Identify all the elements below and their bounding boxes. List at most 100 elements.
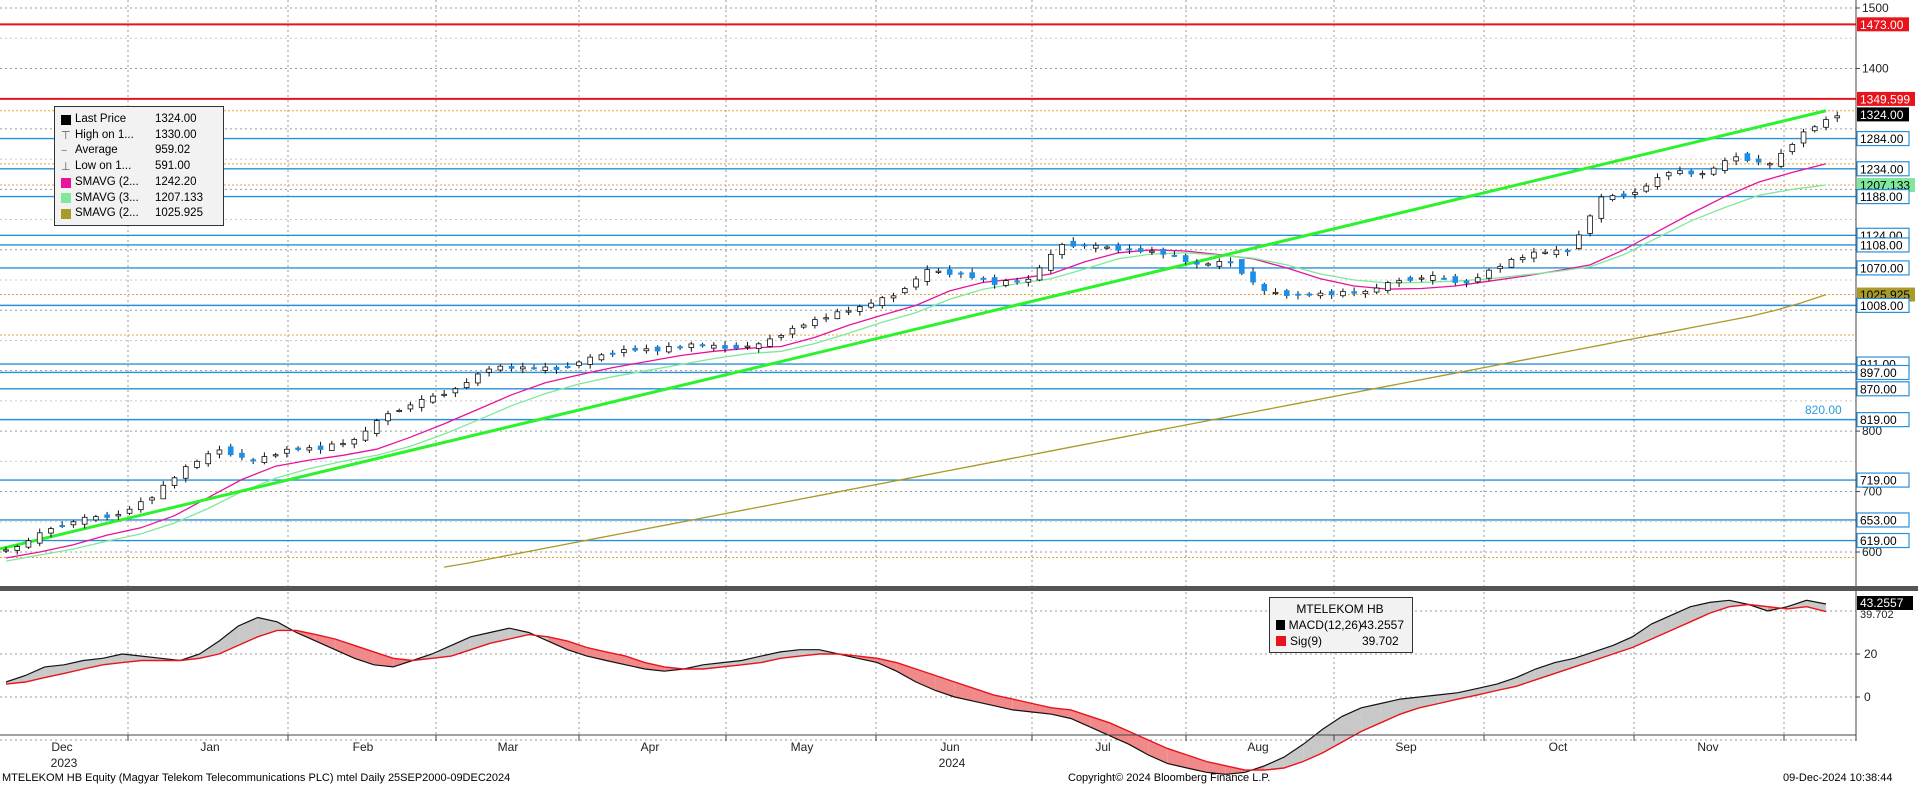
macd-fill-positive xyxy=(1632,623,1652,648)
price-tag-label: 1188.00 xyxy=(1860,190,1903,204)
footer-ticker-info: MTELEKOM HB Equity (Magyar Telekom Telec… xyxy=(2,772,511,784)
candle-up xyxy=(1699,173,1706,176)
price-legend[interactable]: Last Price 1324.00 ⊤ High on 1... 1330.00 − Av… xyxy=(54,106,224,226)
macd-fill-negative xyxy=(1206,761,1226,775)
price-tag-box xyxy=(1856,381,1910,397)
macd-fill-positive xyxy=(102,654,123,665)
candle-up xyxy=(1205,263,1211,266)
candle-up xyxy=(710,344,717,349)
legend-value: 1025.925 xyxy=(155,207,203,220)
macd-fill-negative xyxy=(567,641,587,657)
legend-row: SMAVG (2... 1242.20 xyxy=(61,175,217,191)
candle-down xyxy=(1261,284,1268,292)
candle-up xyxy=(3,549,9,552)
candle-up xyxy=(542,366,549,371)
pane-divider-bar xyxy=(0,586,1918,591)
candle-up xyxy=(1508,259,1515,268)
macd-line xyxy=(5,599,1827,776)
macd-fill-positive xyxy=(1574,651,1594,667)
macd-fill-positive xyxy=(1303,729,1323,762)
year-label: 2024 xyxy=(939,756,966,770)
price-tag-box xyxy=(1857,17,1909,32)
candle-up xyxy=(913,278,919,288)
candle-down xyxy=(733,344,740,349)
candle-down xyxy=(722,345,728,349)
candle-down xyxy=(1620,193,1627,197)
legend-name: Last Price xyxy=(75,113,127,125)
candle-up xyxy=(879,297,886,306)
macd-legend-name: Sig(9) xyxy=(1290,634,1323,648)
price-tag-label: 1324.00 xyxy=(1860,108,1904,122)
macd-legend-swatch xyxy=(1276,620,1285,630)
price-tag-label: 819.00 xyxy=(1860,413,1897,427)
month-label: Jul xyxy=(1095,740,1110,754)
year-label: 2023 xyxy=(51,756,78,770)
month-label: Jun xyxy=(940,740,959,754)
candle-down xyxy=(632,347,638,351)
candle-up xyxy=(70,521,77,526)
candle-up xyxy=(857,306,863,312)
candle-up xyxy=(868,302,874,308)
month-label: Aug xyxy=(1247,740,1268,754)
candle-up xyxy=(800,324,807,328)
macd-legend-value: 43.2557 xyxy=(1360,618,1404,632)
candle-down xyxy=(1463,280,1470,284)
candle-down xyxy=(1239,259,1245,274)
price-tag: 1473.00 xyxy=(1857,17,1909,32)
candle-up xyxy=(1025,278,1032,283)
candle-down xyxy=(946,269,953,275)
candle-up xyxy=(1149,250,1155,253)
candle-up xyxy=(497,365,504,371)
legend-row: SMAVG (3... 1207.133 xyxy=(61,191,217,207)
macd-legend[interactable]: MTELEKOM HB MACD(12,26) 43.2557 Sig(9) 39.7… xyxy=(1269,597,1413,653)
candle-down xyxy=(295,447,301,450)
candle-up xyxy=(373,420,380,434)
macd-fill-negative xyxy=(1109,722,1129,745)
candle-up xyxy=(205,453,212,465)
macd-fill-positive xyxy=(1516,669,1536,687)
candle-up xyxy=(1643,185,1650,192)
legend-value: 1242.20 xyxy=(155,175,197,188)
price-tag: 619.00 xyxy=(1856,532,1910,549)
price-tag: 1234.00 xyxy=(1856,161,1910,177)
candle-up xyxy=(890,295,897,299)
candle-up xyxy=(441,393,447,396)
candle-down xyxy=(1744,153,1751,161)
candle-up xyxy=(924,269,931,282)
price-tick-label: 700 xyxy=(1862,485,1882,499)
legend-row: Last Price 1324.00 xyxy=(61,112,217,128)
candle-up xyxy=(272,454,279,457)
macd-fill-positive xyxy=(1651,615,1672,639)
candle-down xyxy=(609,352,616,355)
candle-up xyxy=(1216,261,1223,267)
macd-fill-negative xyxy=(1032,703,1052,715)
candle-up xyxy=(81,516,88,525)
candle-up xyxy=(1272,291,1279,294)
candle-up xyxy=(1048,253,1054,271)
candle-down xyxy=(59,525,65,528)
price-tick-label: 800 xyxy=(1862,424,1882,438)
candle-up xyxy=(452,388,459,394)
price-tag: 870.00 xyxy=(1856,381,1910,397)
macd-legend-name: MACD(12,26) xyxy=(1288,618,1362,632)
candle-up xyxy=(284,448,290,454)
candle-down xyxy=(531,367,537,370)
candle-up xyxy=(1553,249,1560,256)
macd-fill-positive xyxy=(799,649,820,657)
month-label: Apr xyxy=(641,740,660,754)
candle-up xyxy=(329,443,335,451)
macd-fill-positive xyxy=(257,617,278,637)
legend-value: 1330.00 xyxy=(155,128,197,141)
candle-up xyxy=(1531,251,1537,259)
price-tick-label: 1400 xyxy=(1862,61,1889,75)
price-tag-box xyxy=(1857,91,1915,106)
macd-fill-negative xyxy=(1051,707,1071,719)
candle-up xyxy=(194,460,200,468)
price-tag: 1008.00 xyxy=(1856,297,1910,313)
candle-down xyxy=(1070,240,1077,247)
legend-value: 1324.00 xyxy=(155,113,197,125)
candle-up xyxy=(666,346,672,353)
candle-up xyxy=(576,361,582,366)
price-tag-box xyxy=(1856,130,1910,147)
candle-up xyxy=(1587,215,1593,234)
